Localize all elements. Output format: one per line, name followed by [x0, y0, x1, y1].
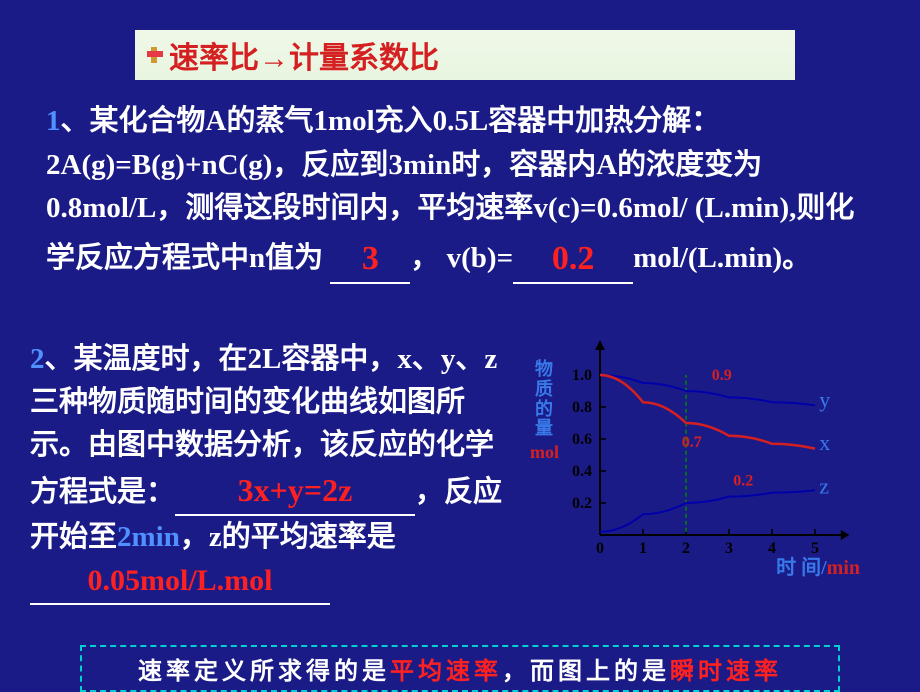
svg-text:0.6: 0.6	[572, 431, 592, 448]
chart-svg: 0.20.40.60.81.00123450.90.70.2yxz	[530, 340, 870, 560]
svg-text:0.8: 0.8	[572, 399, 592, 416]
problem-1-number: 1	[46, 105, 61, 137]
x-axis-label: 时 间/min	[776, 551, 860, 580]
svg-text:4: 4	[768, 540, 776, 557]
problem-1-tail: mol/(L.min)。	[633, 242, 811, 274]
answer-vb: 0.2	[552, 240, 595, 277]
footer-box: 速率定义所求得的是平均速率，而图上的是瞬时速率	[80, 645, 840, 692]
svg-text:0.9: 0.9	[712, 367, 732, 384]
answer-equation: 3x+y=2z	[238, 472, 353, 508]
bullet-plus-icon	[147, 47, 163, 63]
blank-equation: 3x+y=2z	[175, 467, 415, 516]
svg-text:0.2: 0.2	[733, 472, 753, 489]
blank-vb: 0.2	[513, 231, 633, 284]
answer-n: 3	[362, 240, 379, 277]
svg-text:0.2: 0.2	[572, 495, 592, 512]
time-2min: 2min	[117, 521, 180, 553]
svg-text:x: x	[819, 430, 830, 455]
x-axis-text: 时 间/	[776, 557, 827, 579]
svg-text:0.4: 0.4	[572, 463, 592, 480]
problem-1: 1、某化合物A的蒸气1mol充入0.5L容器中加热分解：2A(g)=B(g)+n…	[46, 100, 876, 284]
header-title: 速率比→计量系数比	[169, 33, 439, 77]
svg-text:1.0: 1.0	[572, 367, 592, 384]
problem-2-number: 2	[30, 343, 45, 375]
blank-rate: 0.05mol/L.mol	[30, 559, 330, 605]
y-axis-label: 物质的量 mol	[530, 360, 558, 463]
svg-text:z: z	[819, 473, 829, 498]
y-axis-text: 物质的量	[530, 360, 558, 439]
problem-2: 2、某温度时，在2L容器中，x、y、z三种物质随时间的变化曲线如图所示。由图中数…	[30, 338, 520, 605]
footer-pre: 速率定义所求得的是	[138, 659, 390, 685]
answer-rate: 0.05mol/L.mol	[88, 564, 273, 597]
footer-mid: ，而图上的是	[502, 659, 670, 685]
svg-text:2: 2	[682, 540, 690, 557]
svg-text:1: 1	[639, 540, 647, 557]
svg-text:y: y	[819, 387, 830, 412]
footer-red1: 平均速率	[390, 659, 502, 685]
footer-red2: 瞬时速率	[670, 659, 782, 685]
problem-1-mid: ， v(b)=	[410, 242, 513, 274]
footer-text: 速率定义所求得的是平均速率，而图上的是瞬时速率	[138, 659, 782, 685]
x-axis-unit: min	[827, 557, 860, 579]
svg-text:3: 3	[725, 540, 733, 557]
y-axis-unit: mol	[530, 443, 558, 463]
problem-2-text-b: ，z的平均速率是	[180, 521, 396, 553]
blank-n: 3	[330, 231, 410, 284]
chart-container: 物质的量 mol 0.20.40.60.81.00123450.90.70.2y…	[530, 340, 870, 570]
svg-text:0: 0	[596, 540, 604, 557]
header-box: 速率比→计量系数比	[135, 30, 795, 80]
svg-text:0.7: 0.7	[682, 434, 702, 451]
